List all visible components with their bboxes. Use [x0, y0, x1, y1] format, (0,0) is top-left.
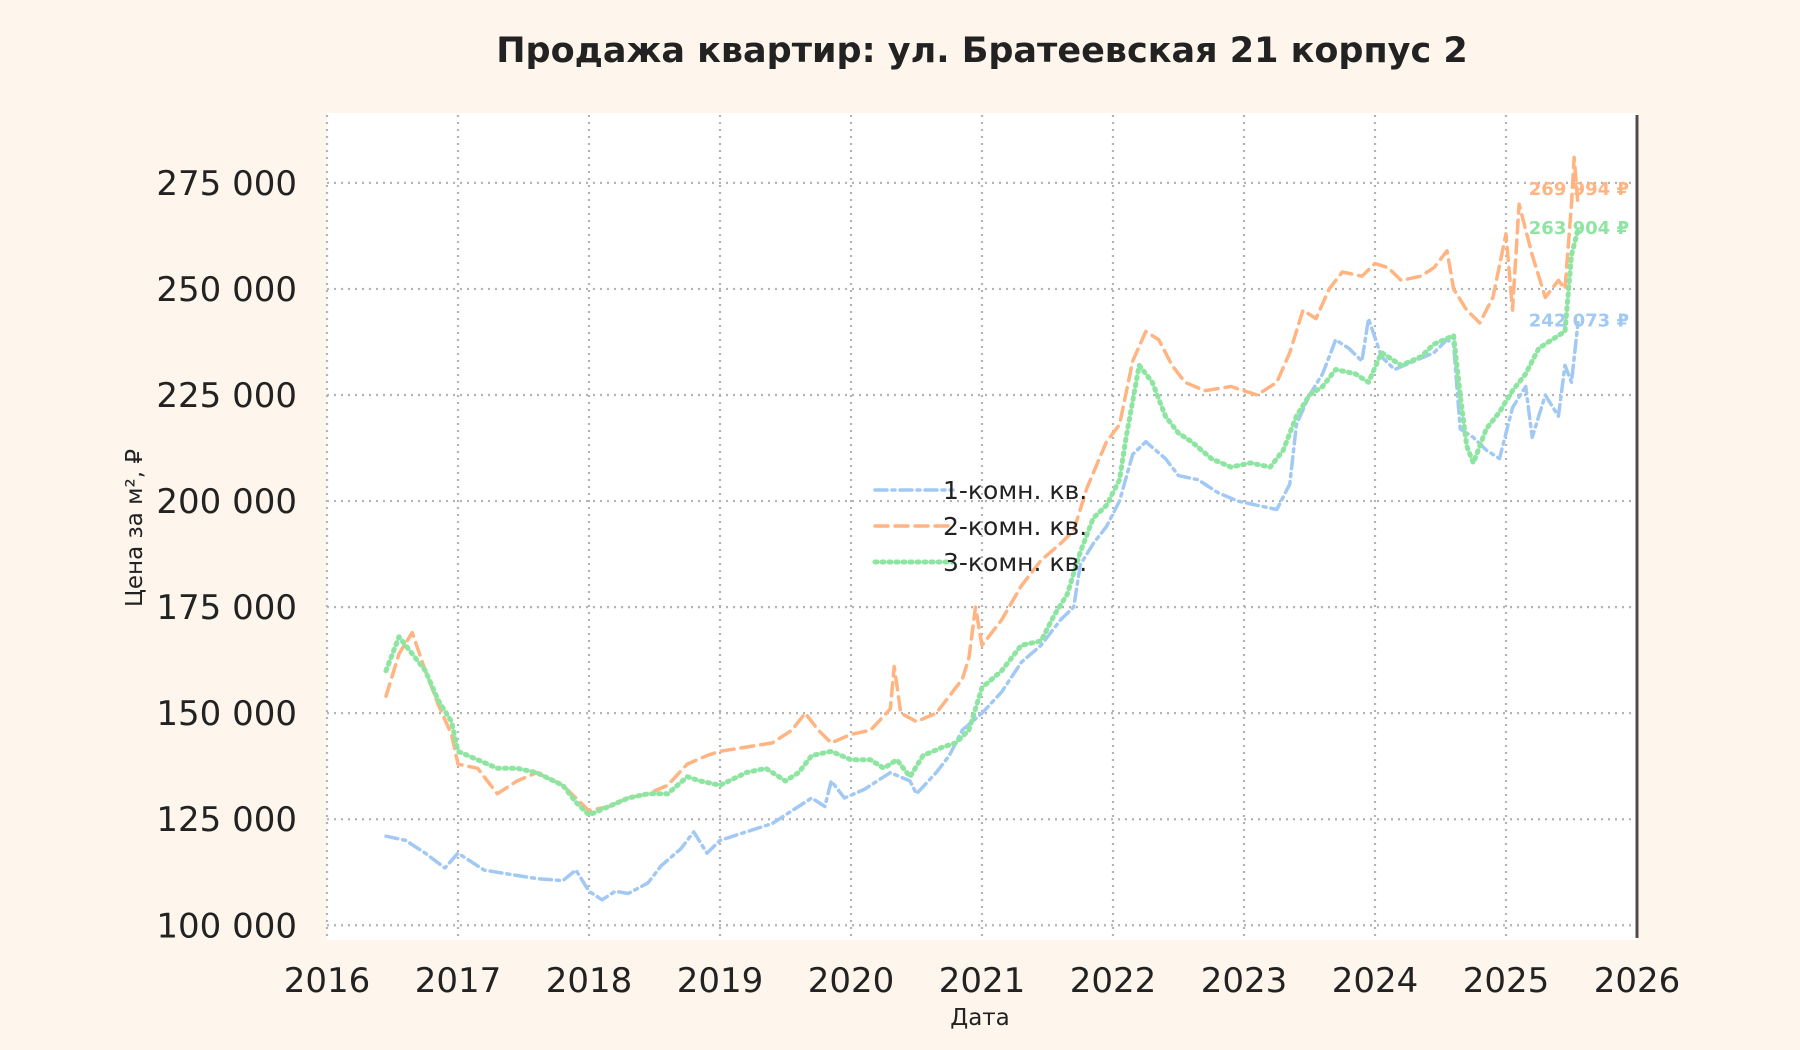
- grid-layer: [325, 115, 1639, 938]
- x-tick-label: 2017: [415, 961, 502, 1001]
- y-axis-label: Цена за м², ₽: [122, 449, 148, 607]
- series-layer: [383, 155, 1581, 902]
- x-tick-label: 2024: [1332, 961, 1419, 1001]
- x-tick-label: 2021: [939, 961, 1026, 1001]
- x-tick-label: 2016: [284, 961, 371, 1001]
- series-end-label-3: 263 904 ₽: [1529, 218, 1629, 239]
- x-tick-label: 2018: [546, 961, 633, 1001]
- x-tick-label: 2023: [1201, 961, 1288, 1001]
- legend: 1-комн. кв. 2-комн. кв. 3-комн. кв.: [872, 476, 1087, 577]
- chart-title: Продажа квартир: ул. Братеевская 21 корп…: [496, 31, 1468, 71]
- x-tick-label: 2020: [808, 961, 895, 1001]
- series-line-3: [383, 227, 1581, 818]
- x-tick-label: 2022: [1070, 961, 1157, 1001]
- y-tick-label: 125 000: [156, 800, 297, 840]
- y-tick-label: 225 000: [156, 376, 297, 416]
- y-tick-label: 200 000: [156, 482, 297, 522]
- series-end-label-2: 269 994 ₽: [1529, 179, 1629, 200]
- tick-layer: 2016 2017 2018 2019 2020 2021 2022 2023 2024 2025…: [156, 164, 1680, 1001]
- legend-label-2: 2-комн. кв.: [943, 512, 1087, 541]
- y-tick-label: 175 000: [156, 588, 297, 628]
- x-axis-label: Дата: [950, 1005, 1010, 1031]
- series-end-label-1: 242 073 ₽: [1529, 311, 1629, 332]
- y-tick-label: 275 000: [156, 164, 297, 204]
- x-tick-label: 2019: [677, 961, 764, 1001]
- y-tick-label: 100 000: [156, 906, 297, 946]
- x-tick-label: 2025: [1463, 961, 1550, 1001]
- legend-label-1: 1-комн. кв.: [943, 476, 1087, 505]
- y-tick-label: 150 000: [156, 694, 297, 734]
- y-tick-label: 250 000: [156, 270, 297, 310]
- end-label-layer: 242 073 ₽ 269 994 ₽ 263 904 ₽: [1529, 179, 1629, 331]
- legend-label-3: 3-комн. кв.: [943, 548, 1087, 577]
- x-tick-label: 2026: [1594, 961, 1681, 1001]
